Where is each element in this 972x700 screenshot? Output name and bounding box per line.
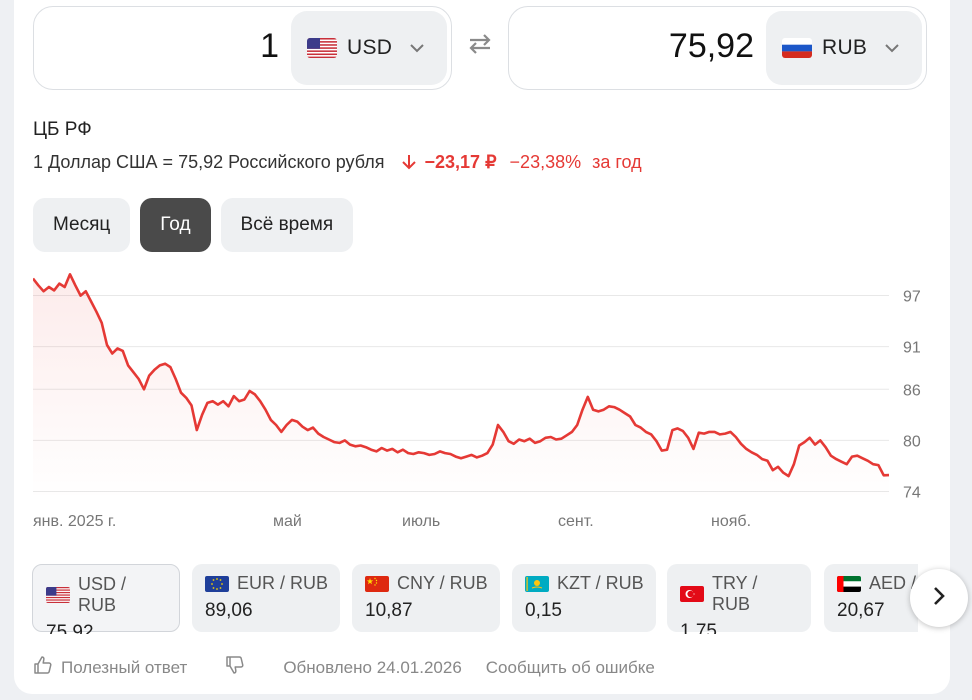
pair-kzt-rub[interactable]: KZT / RUB 0,15	[512, 564, 656, 632]
rate-text: 1 Доллар США = 75,92 Российского рубля	[33, 152, 385, 172]
from-amount-box[interactable]: 1 USD	[33, 6, 452, 90]
pair-eur-rub[interactable]: EUR / RUB 89,06	[192, 564, 340, 632]
to-currency-code: RUB	[822, 36, 868, 59]
period-tabs: Месяц Год Всё время	[33, 198, 354, 252]
ru-flag-icon	[782, 38, 812, 58]
y-tick-label: 86	[903, 382, 921, 399]
feedback-bar: Полезный ответ Обновлено 24.01.2026 Сооб…	[33, 655, 655, 680]
pair-usd-rub[interactable]: USD / RUB 75,92	[32, 564, 180, 634]
from-currency-code: USD	[347, 36, 393, 59]
kz-flag-icon	[525, 575, 549, 592]
pair-value: 20,67	[837, 600, 885, 621]
helpful-button[interactable]: Полезный ответ	[33, 655, 187, 680]
ae-flag-icon	[837, 575, 861, 592]
pair-value: 0,15	[525, 600, 562, 621]
rate-change-pct: −23,38%	[509, 152, 582, 172]
pair-try-rub[interactable]: TRY / RUB 1,75	[667, 564, 811, 634]
y-tick-label: 74	[903, 484, 921, 501]
report-error-link[interactable]: Сообщить об ошибке	[485, 657, 655, 677]
rate-chart[interactable]: 97 91 86 80 74	[33, 270, 933, 530]
pair-label: EUR / RUB	[237, 573, 329, 593]
pair-cny-rub[interactable]: CNY / RUB 10,87	[352, 564, 500, 632]
rate-source: ЦБ РФ	[33, 119, 92, 140]
x-tick-label: май	[273, 513, 302, 530]
thumbs-up-icon	[33, 655, 53, 680]
pair-label: KZT / RUB	[557, 573, 644, 593]
rate-summary: 1 Доллар США = 75,92 Российского рубля −…	[33, 152, 642, 173]
us-flag-icon	[307, 38, 337, 58]
pair-value: 10,87	[365, 600, 413, 621]
pair-value: 75,92	[46, 622, 94, 634]
not-helpful-button[interactable]	[225, 655, 245, 680]
chart-series-line	[33, 273, 890, 478]
chart-area-fill	[33, 274, 889, 500]
eu-flag-icon	[205, 575, 229, 592]
tab-all-time-label: Всё время	[240, 214, 334, 235]
updated-label: Обновлено 24.01.2026	[283, 657, 462, 677]
pair-label: USD / RUB	[78, 574, 127, 615]
chevron-right-icon	[932, 586, 946, 611]
thumbs-down-icon	[225, 655, 245, 680]
pair-label: CNY / RUB	[397, 573, 488, 593]
to-amount-box[interactable]: 75,92 RUB	[508, 6, 927, 90]
chevron-down-icon	[885, 40, 899, 56]
cn-flag-icon	[365, 575, 389, 592]
x-tick-label: янв. 2025 г.	[33, 513, 117, 530]
from-amount-input[interactable]: 1	[260, 27, 279, 65]
tab-year-label: Год	[160, 214, 191, 235]
tab-month-label: Месяц	[53, 214, 111, 235]
to-amount-input[interactable]: 75,92	[668, 27, 754, 65]
tab-year[interactable]: Год	[140, 198, 211, 252]
tab-all-time[interactable]: Всё время	[220, 198, 354, 252]
to-currency-select[interactable]: RUB	[766, 11, 922, 85]
x-tick-label: июль	[402, 513, 441, 530]
pair-value: 89,06	[205, 600, 253, 621]
y-tick-label: 97	[903, 289, 921, 306]
pair-label: AED / RUB	[869, 573, 918, 593]
arrow-down-icon	[401, 152, 421, 172]
carousel-next-button[interactable]	[910, 569, 968, 627]
x-tick-label: сент.	[558, 513, 594, 530]
from-currency-select[interactable]: USD	[291, 11, 447, 85]
pair-value: 1,75	[680, 621, 717, 634]
chevron-down-icon	[410, 40, 424, 56]
us-flag-icon	[46, 587, 70, 603]
tab-month[interactable]: Месяц	[33, 198, 131, 252]
y-tick-label: 80	[903, 433, 921, 450]
tr-flag-icon	[680, 586, 704, 602]
y-tick-label: 91	[903, 340, 921, 357]
helpful-label: Полезный ответ	[61, 657, 188, 677]
rate-change-abs: −23,17 ₽	[424, 152, 497, 172]
pair-aed-rub[interactable]: AED / RUB 20,67	[824, 564, 918, 632]
rate-change-period: за год	[592, 152, 642, 172]
swap-icon[interactable]	[466, 33, 494, 61]
x-tick-label: нояб.	[711, 513, 752, 530]
pair-label: TRY / RUB	[712, 573, 758, 614]
currency-pairs-carousel: USD / RUB 75,92 EUR / RUB 89,06	[32, 564, 918, 634]
